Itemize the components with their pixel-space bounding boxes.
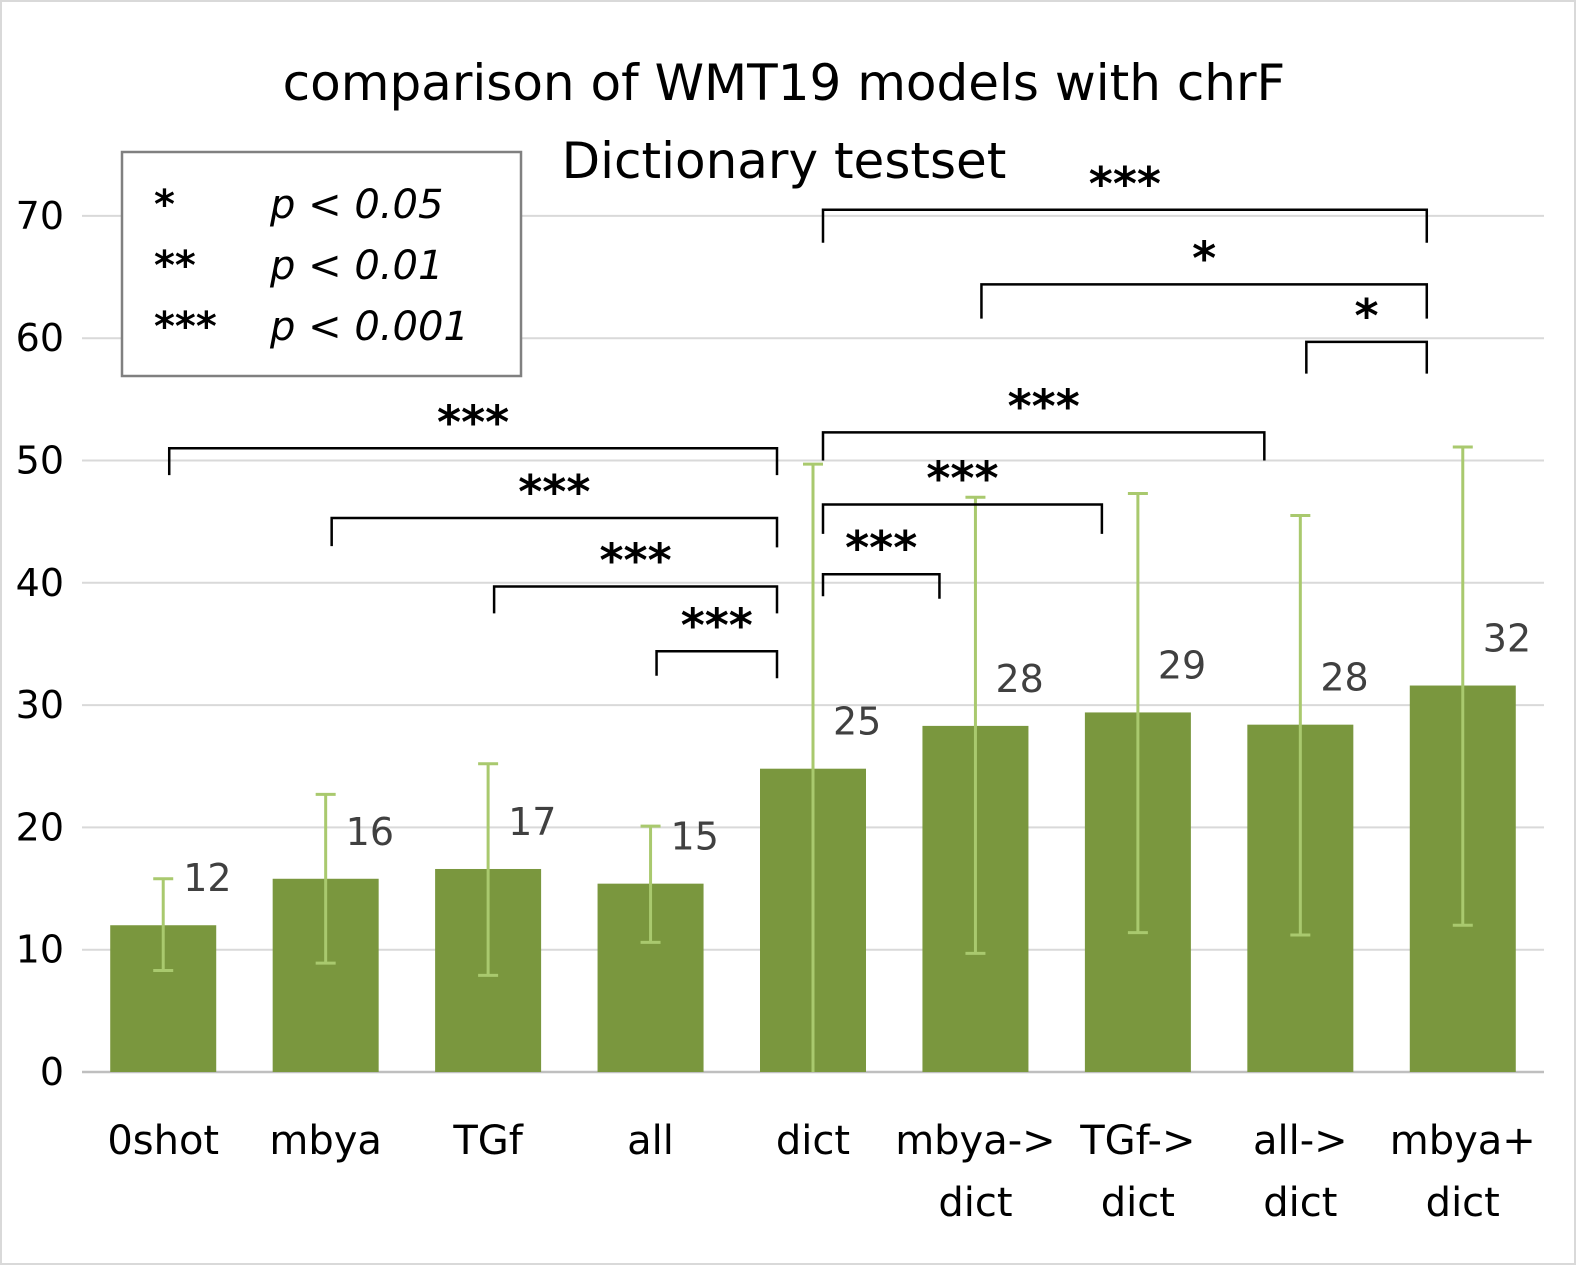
x-tick-label-line: all xyxy=(627,1118,674,1164)
x-tick-label: mbya xyxy=(269,1118,382,1164)
x-axis-ticks: 0shot mbya TGf all dict mbya->dictTGf->dictal… xyxy=(107,1118,1535,1226)
y-axis-ticks: 0 10 20 30 40 50 60 70 xyxy=(16,194,64,1094)
bracket-line xyxy=(821,572,941,599)
y-tick-label: 70 xyxy=(16,194,64,238)
significance-bracket: *** xyxy=(330,465,779,548)
y-tick-label: 40 xyxy=(16,561,64,605)
y-tick-label: 20 xyxy=(16,805,64,849)
data-label: 17 xyxy=(508,800,556,844)
data-label: 16 xyxy=(346,810,394,854)
significance-bracket: * xyxy=(1305,289,1429,374)
bracket-line xyxy=(330,516,779,548)
legend: * p < 0.05 ** p < 0.01 *** p < 0.001 xyxy=(120,150,523,378)
x-tick-label-line: dict xyxy=(1263,1180,1337,1226)
significance-stars: *** xyxy=(681,598,753,652)
bracket-line xyxy=(655,650,779,679)
error-bar xyxy=(478,762,499,977)
legend-text: p < 0.001 xyxy=(269,304,469,350)
x-tick-label-line: dict xyxy=(938,1180,1012,1226)
significance-stars: *** xyxy=(926,452,998,506)
error-bar xyxy=(315,792,336,965)
legend-symbol: *** xyxy=(154,304,217,350)
significance-stars: *** xyxy=(1008,379,1080,433)
bracket-line xyxy=(1305,340,1429,374)
legend-text: p < 0.05 xyxy=(269,182,443,228)
error-bars xyxy=(153,445,1473,1072)
x-tick-label: all xyxy=(627,1118,674,1164)
y-tick-label: 50 xyxy=(16,439,64,483)
significance-bracket: * xyxy=(980,231,1429,319)
bracket-line xyxy=(492,585,779,614)
y-tick-label: 30 xyxy=(16,683,64,727)
x-tick-label-line: dict xyxy=(1101,1180,1175,1226)
error-bar xyxy=(803,462,823,1072)
bracket-line xyxy=(980,283,1429,319)
legend-box xyxy=(120,150,523,378)
significance-bracket: *** xyxy=(821,157,1429,243)
x-tick-label-line: mbya xyxy=(269,1118,382,1164)
x-tick-label: mbya+ dict xyxy=(1390,1118,1536,1226)
x-tick-label-line: TGf-> xyxy=(1079,1118,1195,1164)
significance-bracket: *** xyxy=(655,598,779,679)
bracket-line xyxy=(821,208,1429,243)
x-tick-label-line: all-> xyxy=(1253,1118,1348,1164)
chart-subtitle: Dictionary testset xyxy=(562,132,1007,190)
legend-entry: *** p < 0.001 xyxy=(154,304,469,350)
x-tick-label-line: TGf xyxy=(452,1118,523,1164)
error-bar xyxy=(153,877,174,972)
y-tick-label: 60 xyxy=(16,316,64,360)
chart-title: comparison of WMT19 models with chrF xyxy=(283,54,1286,112)
data-label: 28 xyxy=(1320,656,1368,700)
legend-entry: * p < 0.05 xyxy=(154,182,443,228)
data-label: 32 xyxy=(1483,617,1531,661)
bracket-line xyxy=(821,503,1104,534)
legend-symbol: * xyxy=(154,182,175,228)
x-tick-label: all-> dict xyxy=(1253,1118,1348,1226)
significance-bracket: *** xyxy=(492,533,779,614)
bracket-line xyxy=(821,431,1266,461)
x-tick-label-line: mbya-> xyxy=(895,1118,1056,1164)
data-label: 28 xyxy=(995,657,1043,701)
significance-stars: * xyxy=(1355,289,1379,343)
significance-stars: *** xyxy=(845,521,917,575)
x-tick-label: 0shot xyxy=(107,1118,219,1164)
significance-stars: *** xyxy=(1089,157,1161,211)
x-tick-label-line: 0shot xyxy=(107,1118,219,1164)
x-tick-label-line: dict xyxy=(1426,1180,1500,1226)
x-tick-label-line: dict xyxy=(776,1118,850,1164)
data-label: 12 xyxy=(183,856,231,900)
x-tick-label: dict xyxy=(776,1118,850,1164)
significance-bracket: *** xyxy=(821,521,941,599)
x-tick-label: TGf-> dict xyxy=(1079,1118,1195,1226)
significance-stars: *** xyxy=(518,465,590,519)
legend-symbol: ** xyxy=(154,243,196,289)
x-tick-label-line: mbya+ xyxy=(1390,1118,1536,1164)
y-tick-label: 0 xyxy=(40,1050,64,1094)
significance-bracket: *** xyxy=(821,452,1104,534)
significance-stars: * xyxy=(1192,231,1216,285)
error-bar xyxy=(1127,492,1148,935)
significance-bracket: *** xyxy=(821,379,1266,461)
y-tick-label: 10 xyxy=(16,928,64,972)
data-label: 25 xyxy=(833,700,881,744)
x-tick-label: TGf xyxy=(452,1118,523,1164)
legend-text: p < 0.01 xyxy=(269,243,443,289)
significance-stars: *** xyxy=(599,533,671,587)
error-bar xyxy=(1290,514,1311,937)
significance-stars: *** xyxy=(437,395,509,449)
legend-entry: ** p < 0.01 xyxy=(154,243,443,289)
significance-bracket: *** xyxy=(167,395,779,476)
error-bar xyxy=(1452,445,1473,927)
error-bar xyxy=(965,495,986,955)
bracket-line xyxy=(167,447,779,476)
significance-brackets: ************************** xyxy=(167,157,1429,679)
x-tick-label: mbya-> dict xyxy=(895,1118,1056,1226)
data-label: 15 xyxy=(671,815,719,859)
error-bar xyxy=(640,824,661,944)
data-labels: 12 16 17 15 25 28 29 28 32 xyxy=(183,617,1531,901)
data-label: 29 xyxy=(1158,643,1206,687)
